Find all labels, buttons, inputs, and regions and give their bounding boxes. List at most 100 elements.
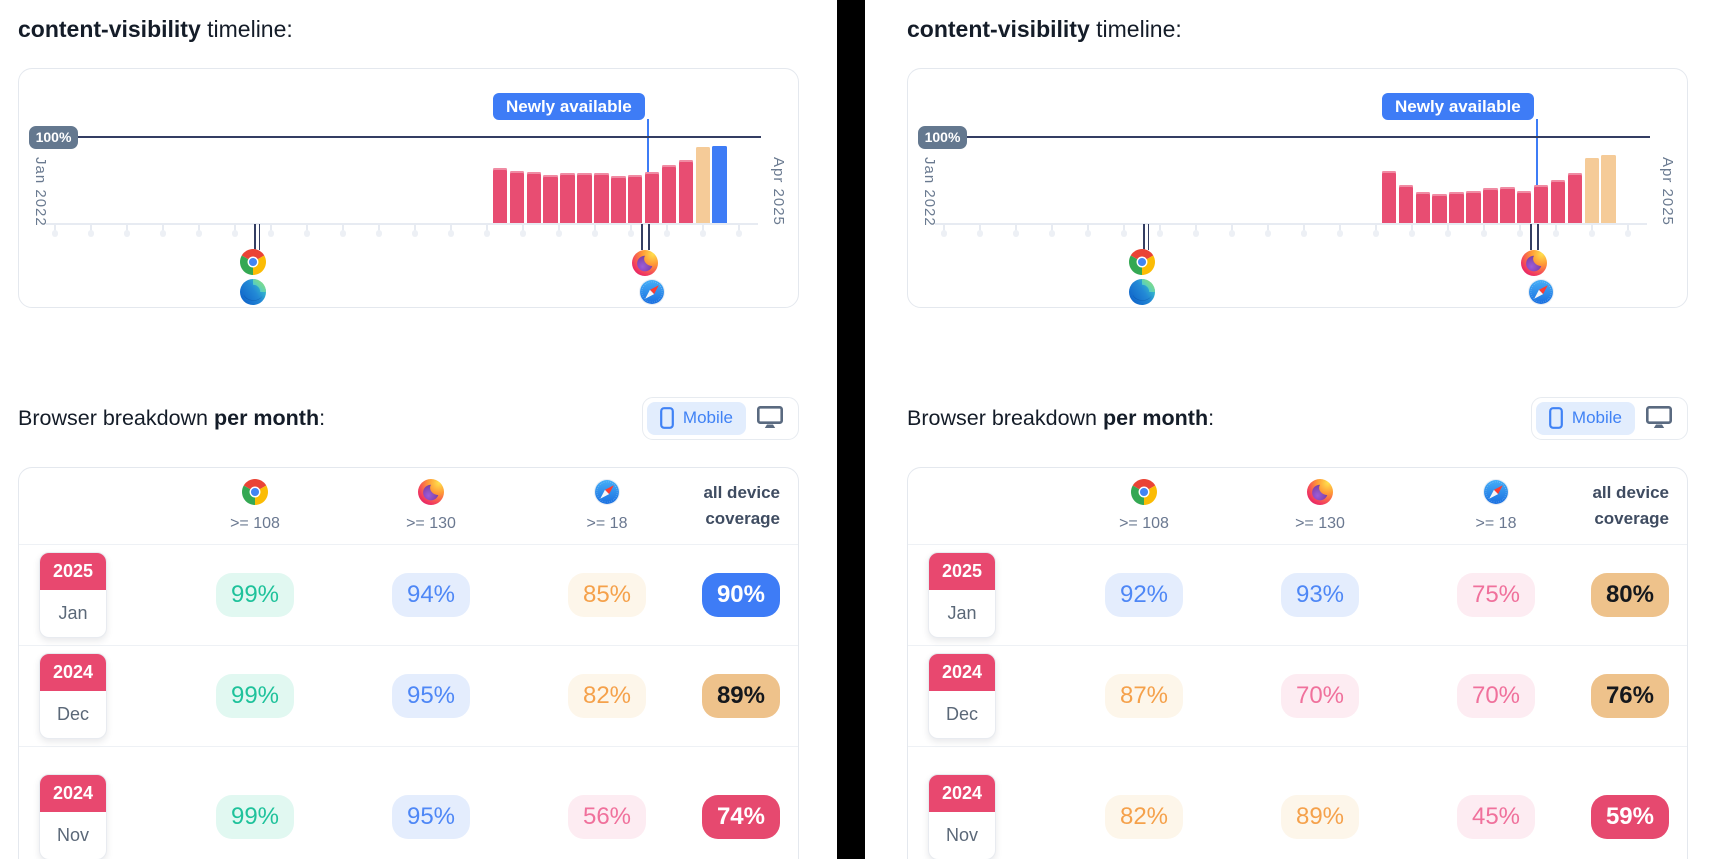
month-chip: 2024 Nov	[928, 774, 996, 859]
axis-tick	[700, 223, 705, 237]
axis-tick	[1409, 223, 1414, 237]
month-chip: 2025 Jan	[928, 552, 996, 638]
axis-tick	[556, 223, 561, 237]
timeline-bar[interactable]	[1466, 190, 1481, 223]
coverage-pill: 82%	[1104, 795, 1184, 839]
all-device-coverage-header: all device coverage	[703, 482, 780, 528]
timeline-bar[interactable]	[1567, 172, 1583, 223]
device-toggle[interactable]: Mobile	[1530, 396, 1688, 440]
coverage-cell: 85%	[567, 573, 647, 617]
timeline-bar[interactable]	[560, 172, 575, 223]
coverage-pill: 56%	[567, 795, 647, 839]
month-cell: 2024 Nov	[19, 774, 167, 859]
timeline-bar[interactable]	[526, 171, 541, 223]
timeline-card: Newly available 100% Jan 2022 Apr 2025	[907, 68, 1688, 308]
mobile-toggle-option[interactable]: Mobile	[646, 401, 746, 435]
coverage-pill: 87%	[1104, 674, 1184, 718]
timeline-bar[interactable]	[1415, 192, 1430, 223]
axis-tick	[1013, 223, 1018, 237]
timeline-bar[interactable]	[1601, 154, 1616, 223]
marker-line	[1537, 224, 1539, 250]
safari-icon	[594, 479, 620, 505]
timeline-bar[interactable]	[627, 175, 643, 223]
chip-month: Jan	[58, 603, 88, 623]
table-row: 2024 Dec 99% 95% 82% 89%	[19, 646, 798, 747]
timeline-bar[interactable]	[509, 170, 525, 223]
hundred-percent-line	[967, 136, 1650, 138]
coverage-pill: 99%	[215, 573, 295, 617]
coverage-cell: 80%	[1590, 573, 1669, 617]
axis-tick	[124, 223, 129, 237]
axis-tick	[1337, 223, 1342, 237]
table-body: 2025 Jan 99% 94% 85% 90% 2024 Dec 99% 95% 82% 89% 20…	[19, 545, 798, 859]
timeline-bar[interactable]	[577, 173, 592, 223]
table-row: 2024 Dec 87% 70% 70% 76%	[908, 646, 1687, 747]
browser-column-header: >= 130	[1295, 479, 1345, 533]
timeline-bar[interactable]	[594, 172, 609, 223]
axis-tick	[160, 223, 165, 237]
desktop-toggle-option[interactable]	[757, 406, 783, 430]
timeline-bar[interactable]	[678, 159, 694, 223]
timeline-bar[interactable]	[695, 146, 710, 223]
phone-icon	[660, 407, 674, 429]
axis-tick	[1193, 223, 1198, 237]
mobile-label: Mobile	[682, 408, 733, 427]
axis-tick	[268, 223, 273, 237]
chrome-icon	[240, 249, 266, 275]
timeline-bar[interactable]	[1381, 170, 1397, 223]
axis-tick	[340, 223, 345, 237]
desktop-toggle-option[interactable]	[1646, 406, 1672, 430]
timeline-bar[interactable]	[543, 175, 558, 223]
coverage-cell: 75%	[1456, 573, 1536, 617]
timeline-bar[interactable]	[661, 164, 677, 223]
axis-tick	[941, 223, 946, 237]
axis-tick	[1301, 223, 1306, 237]
axis-tick	[304, 223, 309, 237]
coverage-cell: 59%	[1590, 795, 1669, 839]
month-cell: 2025 Jan	[908, 552, 1056, 638]
coverage-cell: 95%	[391, 674, 471, 718]
timeline-bar[interactable]	[1500, 187, 1515, 223]
mobile-toggle-option[interactable]: Mobile	[1535, 401, 1635, 435]
time-axis	[46, 223, 758, 225]
axis-tick	[1085, 223, 1090, 237]
timeline-bar[interactable]	[1584, 158, 1599, 223]
timeline-bar[interactable]	[1533, 184, 1549, 223]
coverage-cell: 99%	[215, 674, 295, 718]
timeline-bar[interactable]	[1432, 193, 1447, 223]
coverage-cell: 70%	[1280, 674, 1360, 718]
axis-tick	[1265, 223, 1270, 237]
timeline-bar[interactable]	[1550, 180, 1566, 223]
edge-icon	[240, 279, 266, 305]
table-row: 2025 Jan 92% 93% 75% 80%	[908, 545, 1687, 646]
firefox-icon	[417, 479, 444, 505]
coverage-pill: 95%	[391, 674, 471, 718]
phone-icon	[1549, 407, 1563, 429]
device-toggle[interactable]: Mobile	[641, 396, 799, 440]
time-axis	[935, 223, 1647, 225]
coverage-cell: 89%	[1280, 795, 1360, 839]
coverage-pill: 76%	[1590, 674, 1669, 718]
table-row: 2025 Jan 99% 94% 85% 90%	[19, 545, 798, 646]
timeline-bar[interactable]	[712, 146, 727, 223]
timeline-bar[interactable]	[644, 171, 660, 223]
hundred-percent-label: 100%	[918, 126, 967, 149]
timeline-bar[interactable]	[1398, 184, 1414, 223]
coverage-pill: 95%	[391, 795, 471, 839]
coverage-pill: 85%	[567, 573, 647, 617]
coverage-cell: 70%	[1456, 674, 1536, 718]
timeline-bar[interactable]	[492, 168, 508, 223]
newly-available-badge: Newly available	[493, 93, 645, 120]
coverage-cell: 95%	[391, 795, 471, 839]
safari-icon	[639, 279, 665, 305]
feature-title: content-visibility timeline:	[18, 16, 799, 43]
timeline-bar[interactable]	[611, 175, 626, 223]
month-chip: 2024 Nov	[39, 774, 107, 859]
chip-year: 2025	[929, 553, 995, 590]
coverage-cell: 99%	[215, 573, 295, 617]
timeline-bar[interactable]	[1483, 187, 1498, 223]
timeline-bar[interactable]	[1449, 192, 1464, 223]
timeline-bar[interactable]	[1516, 190, 1532, 223]
month-cell: 2024 Dec	[908, 653, 1056, 739]
coverage-cell: 82%	[567, 674, 647, 718]
